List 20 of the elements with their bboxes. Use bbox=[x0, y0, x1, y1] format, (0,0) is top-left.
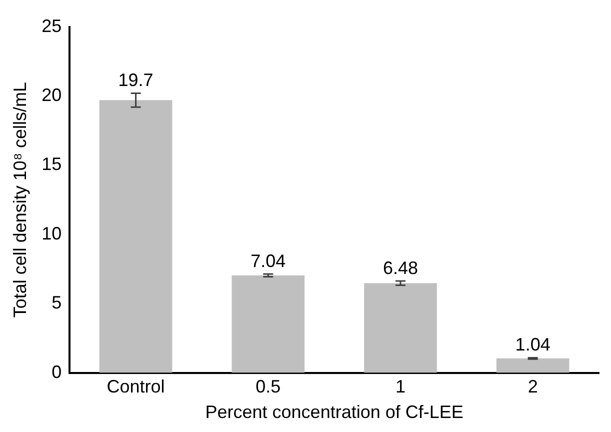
x-axis-title: Percent concentration of Cf-LEE bbox=[205, 402, 464, 422]
data-label: 1.04 bbox=[515, 334, 550, 355]
y-tick-label: 20 bbox=[42, 84, 62, 105]
y-axis-title: Total cell density 10⁸ cells/mL bbox=[10, 82, 30, 318]
x-tick-label: 0.5 bbox=[256, 376, 281, 397]
bar bbox=[496, 358, 570, 373]
data-label: 6.48 bbox=[382, 258, 418, 278]
y-tick-label: 0 bbox=[52, 362, 62, 382]
bar bbox=[364, 283, 437, 373]
y-tick-label: 5 bbox=[52, 292, 62, 313]
x-tick-label: 2 bbox=[528, 376, 538, 397]
bar bbox=[99, 100, 172, 373]
x-tick-label: 1 bbox=[395, 376, 406, 397]
y-tick-label: 10 bbox=[42, 223, 62, 244]
data-label: 7.04 bbox=[250, 250, 286, 271]
data-label: 19.7 bbox=[118, 70, 154, 90]
bar bbox=[232, 275, 305, 373]
y-tick-label: 25 bbox=[42, 16, 62, 36]
y-tick-label: 15 bbox=[42, 154, 62, 174]
x-tick-label: Control bbox=[106, 376, 165, 397]
